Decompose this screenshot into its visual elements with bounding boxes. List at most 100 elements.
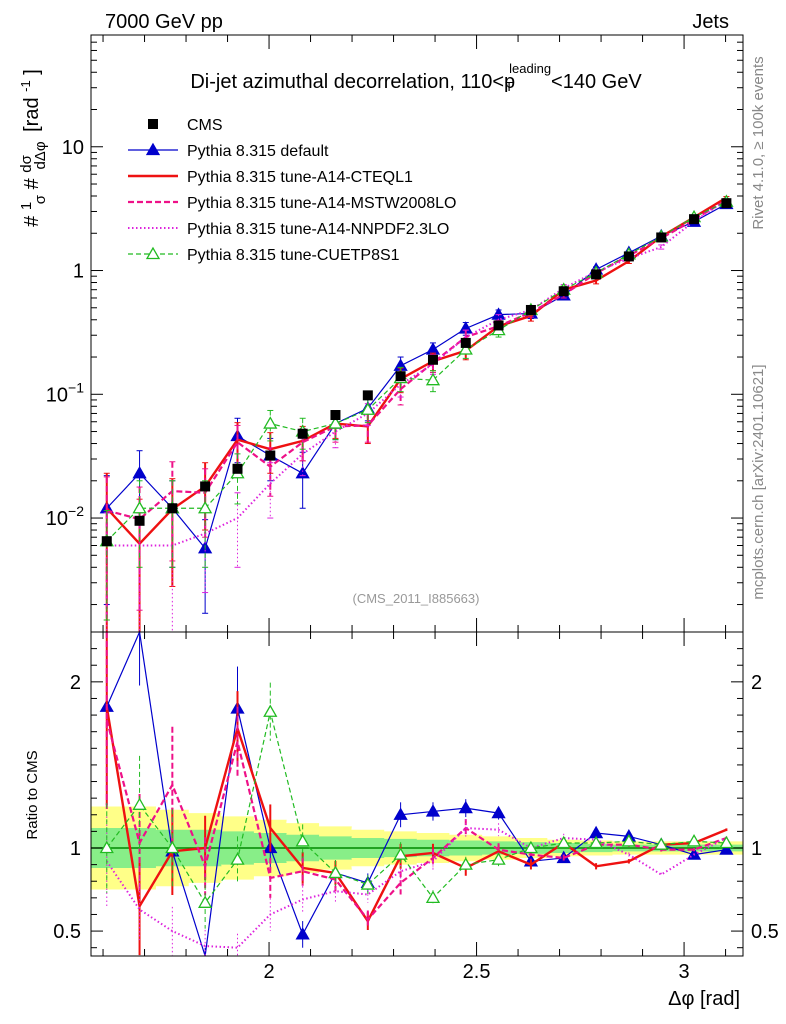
legend-entry-mstw: Pythia 8.315 tune-A14-MSTW2008LO [128,195,456,212]
main-y-axis-title: # 1 σ # dσ dΔφ [rad -1 ] [18,69,49,227]
header-left: 7000 GeV pp [105,11,223,33]
mcplots-label: mcplots.cern.ch [arXiv:2401.10621] [750,364,767,599]
header-right: Jets [692,11,729,33]
x-tick-label: 2 [263,961,274,983]
cms-point [493,320,504,331]
legend-entry-cteql1: Pythia 8.315 tune-A14-CTEQL1 [128,169,413,186]
ratio-axis-ticks [91,632,743,956]
ratio-y-tick-label-left: 1 [70,838,81,860]
ratio-marker [719,835,734,849]
cms-point [362,390,373,401]
x-tick-labels: 2 2.5 3 [263,961,689,983]
series-marker [198,500,213,514]
legend: CMS Pythia 8.315 default Pythia 8.315 tune… [128,117,456,264]
ratio-y-axis-title: Ratio to CMS [24,750,41,839]
ratio-marker [198,895,213,908]
ratio-marker [491,852,506,865]
ratio-panel-frame [90,631,744,957]
ratio-line [105,706,727,924]
plot-title-tail: <140 GeV [551,71,642,93]
ratio-marker [295,834,310,847]
ratio-marker [295,927,310,940]
legend-label: Pythia 8.315 tune-CUETP8S1 [187,247,400,264]
legend-entry-cms: CMS [148,117,223,134]
x-tick-label: 2.5 [463,961,491,983]
ratio-series-mstw [105,632,728,929]
main-axis-ticks [91,34,743,632]
ratio-marker [99,840,114,854]
ratio-marker [458,800,473,814]
x-axis-title: Δφ [rad] [668,988,740,1010]
ylabel-unit-sup: -1 [18,80,33,92]
ratio-marker [686,834,702,847]
legend-marker [145,246,161,260]
ratio-marker [425,804,441,817]
ylabel-unit: [rad [21,97,43,131]
ratio-y-tick-label-right: 2 [751,672,762,694]
series-marker [425,342,441,355]
ratio-marker [654,837,669,850]
series-line [106,199,727,547]
series-line [105,196,728,546]
legend-entry-nnpdf: Pythia 8.315 tune-A14-NNPDF2.3LO [128,221,449,238]
ratio-marker [360,877,375,890]
main-y-tick-label: 10 [62,137,84,159]
series-marker [132,465,147,479]
cms-point [330,410,341,421]
series-marker [132,500,147,514]
ratio-marker [491,805,506,819]
series-marker [263,416,278,429]
series-line [106,199,727,521]
ylabel-frac2-num: dσ [18,154,35,172]
cms-data-points [101,198,732,547]
ratio-y-tick-label-left: 0.5 [53,921,81,943]
ratio-line [106,711,727,904]
legend-entry-default: Pythia 8.315 default [128,142,329,160]
plot-title-sup: leading [509,61,551,76]
legend-label: Pythia 8.315 tune-A14-CTEQL1 [187,169,413,186]
ratio-marker [393,807,408,820]
analysis-tag: (CMS_2011_I885663) [353,591,480,606]
ratio-marker [328,865,343,879]
cms-point [427,354,438,365]
ratio-marker [132,797,147,810]
legend-label: CMS [187,117,223,134]
cms-point [200,481,211,492]
ratio-series [99,629,734,957]
ylabel-frac1: 1 [18,202,35,210]
ylabel-frac2-den: dΔφ [32,141,49,169]
legend-label: Pythia 8.315 tune-A14-NNPDF2.3LO [187,221,449,238]
ratio-marker [621,834,636,847]
cms-point [232,463,243,474]
cms-point [558,286,569,297]
ratio-marker [523,840,539,854]
legend-label: Pythia 8.315 tune-A14-MSTW2008LO [187,195,456,212]
ylabel-mid: # [21,177,43,189]
legend-entry-cuetp8s1: Pythia 8.315 tune-CUETP8S1 [128,246,400,264]
series-marker [425,372,441,386]
cms-point [297,428,308,439]
ratio-marker [458,857,473,870]
ratio-line [106,629,727,957]
series-marker [328,416,343,429]
legend-label: Pythia 8.315 default [187,143,329,160]
cms-point [591,269,602,280]
plot-title: Di-jet azimuthal decorrelation, 110<plea… [190,61,642,94]
cms-point [656,232,667,243]
ratio-marker [165,840,180,854]
cms-point [265,450,276,461]
ratio-marker [719,842,734,855]
ratio-y-tick-label-left: 2 [70,672,81,694]
ratio-marker [263,704,278,717]
cms-point [460,337,471,348]
ratio-y-tick-labels: 0.5 0.5 1 1 2 2 [53,672,779,943]
cms-point [689,214,700,225]
cms-point [525,304,536,315]
ratio-marker [393,847,408,860]
legend-marker [145,142,161,156]
ratio-panel: 0.5 0.5 1 1 2 2 [53,629,779,957]
series-marker [295,465,310,479]
ratio-series-default [99,629,734,957]
cms-point [623,251,634,262]
